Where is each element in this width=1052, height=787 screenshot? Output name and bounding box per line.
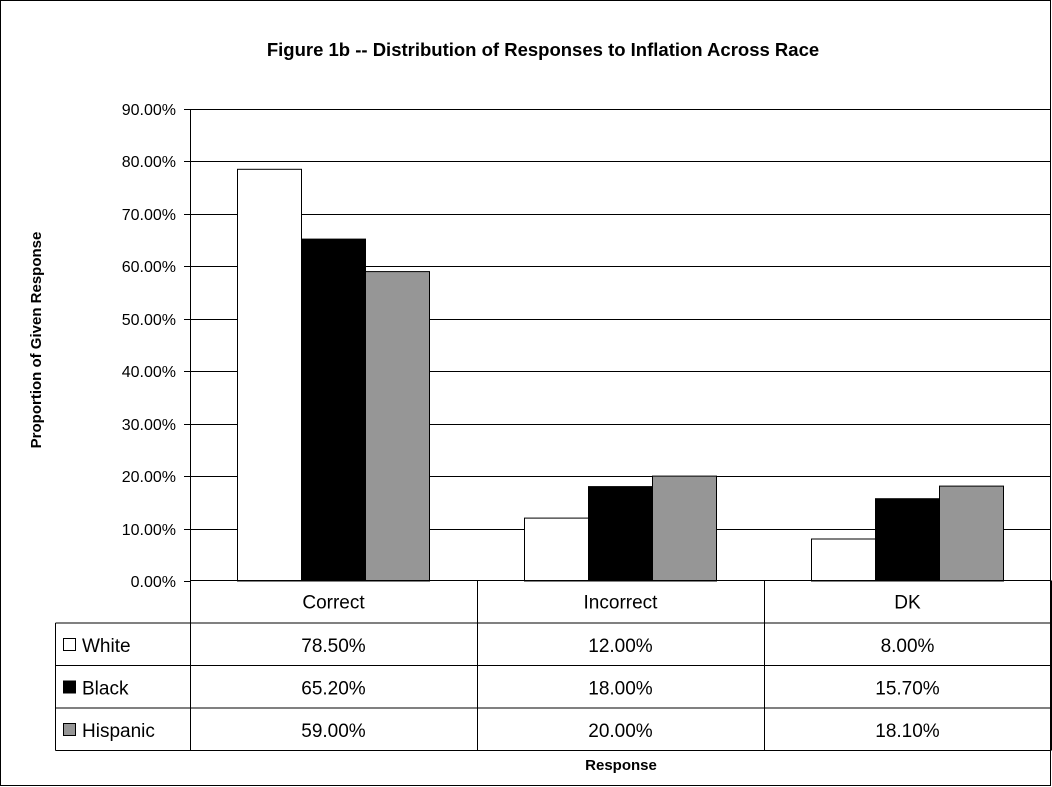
y-axis-label: Proportion of Given Response — [28, 232, 45, 449]
y-tick-label: 0.00% — [131, 574, 176, 591]
y-tick-label: 40.00% — [122, 364, 176, 381]
legend-label-white: White — [82, 636, 131, 657]
bar-black-dk — [875, 498, 940, 582]
x-axis-label: Response — [585, 757, 657, 774]
y-tick-labels: 0.00% 10.00% 20.00% 30.00% 40.00% 50.00% 60.00… — [122, 102, 176, 591]
data-label: 78.50% — [301, 636, 366, 657]
bar-hispanic-dk — [939, 485, 1004, 582]
bar-hispanic-incorrect — [652, 475, 717, 582]
axes — [184, 109, 191, 582]
y-tick-label: 30.00% — [122, 417, 176, 434]
data-label: 20.00% — [588, 721, 653, 742]
legend-key-hispanic — [63, 723, 76, 736]
legend-key-white — [63, 638, 76, 651]
legend-label-hispanic: Hispanic — [82, 721, 155, 742]
category-label: DK — [894, 593, 921, 614]
bar-black-correct — [301, 238, 366, 582]
bar-black-incorrect — [588, 486, 653, 582]
y-tick-label: 20.00% — [122, 469, 176, 486]
data-label: 18.00% — [588, 679, 653, 700]
legend-key-black — [63, 680, 76, 694]
data-label: 8.00% — [881, 636, 935, 657]
legend-label-black: Black — [82, 679, 129, 700]
y-tick-label: 10.00% — [122, 522, 176, 539]
y-tick-label: 50.00% — [122, 312, 176, 329]
category-label: Correct — [302, 593, 365, 614]
y-tick-label: 70.00% — [122, 207, 176, 224]
y-tick-label: 60.00% — [122, 259, 176, 276]
bars — [237, 168, 1004, 582]
bar-hispanic-correct — [365, 271, 430, 582]
y-tick-label: 80.00% — [122, 154, 176, 171]
data-label: 12.00% — [588, 636, 653, 657]
chart-title: Figure 1b -- Distribution of Responses t… — [267, 39, 819, 60]
bar-white-dk — [811, 538, 876, 582]
y-tick-label: 90.00% — [122, 102, 176, 119]
data-table: Correct Incorrect DK White 78.50% 12.00% 8.00%… — [55, 580, 1052, 751]
category-label: Incorrect — [584, 593, 659, 614]
data-label: 59.00% — [301, 721, 366, 742]
data-label: 65.20% — [301, 679, 366, 700]
data-label: 18.10% — [875, 721, 940, 742]
bar-white-incorrect — [524, 517, 589, 582]
bar-white-correct — [237, 168, 302, 582]
data-label: 15.70% — [875, 679, 940, 700]
